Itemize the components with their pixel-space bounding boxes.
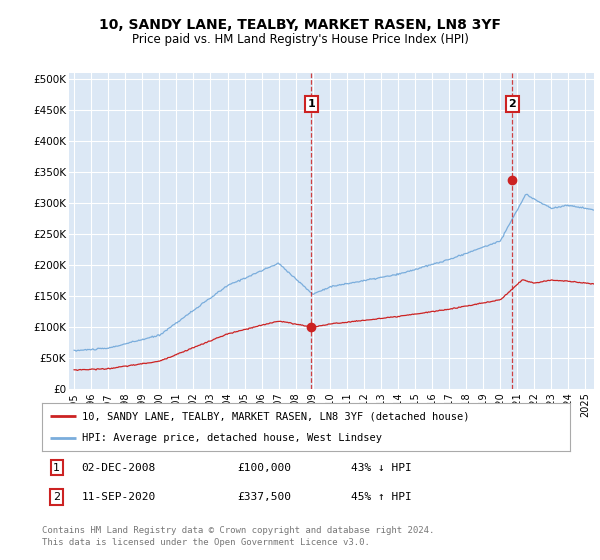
Text: Contains HM Land Registry data © Crown copyright and database right 2024.
This d: Contains HM Land Registry data © Crown c…	[42, 526, 434, 547]
Text: 45% ↑ HPI: 45% ↑ HPI	[351, 492, 412, 502]
Text: 02-DEC-2008: 02-DEC-2008	[82, 463, 156, 473]
Text: 10, SANDY LANE, TEALBY, MARKET RASEN, LN8 3YF: 10, SANDY LANE, TEALBY, MARKET RASEN, LN…	[99, 18, 501, 32]
Text: £100,000: £100,000	[238, 463, 292, 473]
Text: 10, SANDY LANE, TEALBY, MARKET RASEN, LN8 3YF (detached house): 10, SANDY LANE, TEALBY, MARKET RASEN, LN…	[82, 411, 469, 421]
Text: 1: 1	[308, 99, 315, 109]
Text: 11-SEP-2020: 11-SEP-2020	[82, 492, 156, 502]
Text: £337,500: £337,500	[238, 492, 292, 502]
Text: HPI: Average price, detached house, West Lindsey: HPI: Average price, detached house, West…	[82, 433, 382, 443]
Text: Price paid vs. HM Land Registry's House Price Index (HPI): Price paid vs. HM Land Registry's House …	[131, 32, 469, 46]
Text: 2: 2	[508, 99, 516, 109]
Text: 43% ↓ HPI: 43% ↓ HPI	[351, 463, 412, 473]
Text: 2: 2	[53, 492, 61, 502]
Text: 1: 1	[53, 463, 60, 473]
